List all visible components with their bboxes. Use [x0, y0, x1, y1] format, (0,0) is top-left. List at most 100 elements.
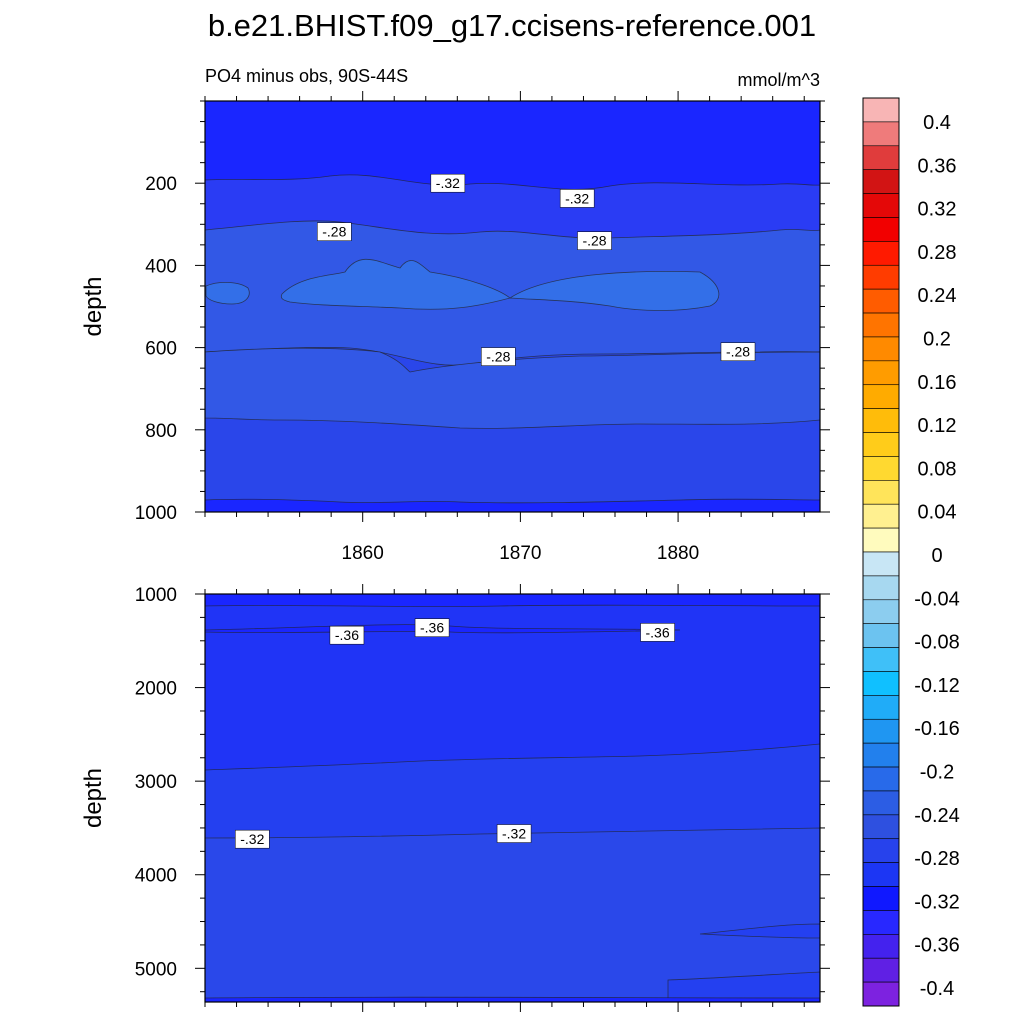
- colorbar-swatch: [862, 599, 900, 624]
- colorbar-swatch: [862, 862, 900, 887]
- colorbar-label: -0.04: [914, 588, 960, 610]
- colorbar: 0.4 0.36 0.32 0.28 0.24 0.2 0.16 0.12 0.08 0.04 0 -…: [862, 97, 960, 1007]
- chart-title: b.e21.BHIST.f09_g17.ccisens-reference.00…: [208, 8, 816, 43]
- colorbar-label: 0.4: [923, 112, 951, 134]
- contour-label: -.28: [317, 222, 352, 241]
- contour-label-text: -.28: [486, 349, 510, 365]
- contour-label-text: -.32: [565, 190, 589, 206]
- colorbar-swatch: [862, 934, 900, 959]
- panel-frame: [204, 593, 821, 1003]
- colorbar-swatch: [862, 575, 900, 601]
- y-tick-label: 800: [145, 421, 177, 442]
- contour-label-box: [559, 189, 595, 208]
- y-axis-label: depth: [80, 276, 107, 336]
- colorbar-label: 0.16: [918, 372, 957, 394]
- colorbar-swatch: [862, 527, 900, 553]
- colorbar-swatch: [862, 193, 900, 218]
- contour-label-text: -.32: [436, 175, 460, 191]
- colorbar-swatch: [862, 97, 900, 123]
- contour-label-text: -.36: [420, 620, 444, 636]
- colorbar-swatch: [862, 742, 900, 768]
- colorbar-swatch: [862, 790, 900, 816]
- colorbar-label: -0.4: [920, 978, 954, 1000]
- colorbar-swatch: [862, 456, 900, 481]
- colorbar-label: 0.24: [918, 285, 957, 307]
- colorbar-label: 0.12: [918, 415, 957, 437]
- colorbar-swatch: [862, 121, 900, 147]
- colorbar-swatch: [862, 503, 900, 529]
- lower-panel: 1000 2000 3000 4000 5000 depth -.36 -.36 -.36 -.3…: [80, 584, 830, 1012]
- y-tick-label: 1000: [135, 503, 177, 524]
- contour-label: -.36: [329, 625, 365, 645]
- contour-label-box: [720, 342, 756, 361]
- colorbar-swatch: [862, 957, 900, 983]
- contour-label-text: -.28: [322, 224, 346, 240]
- colorbar-label: 0: [931, 545, 942, 567]
- contour-label-text: -.36: [335, 627, 359, 643]
- colorbar-label: -0.28: [914, 848, 960, 870]
- contour-label-text: -.32: [240, 831, 264, 847]
- contour-label: -.32: [496, 824, 532, 843]
- colorbar-swatch: [862, 312, 900, 338]
- colorbar-swatch: [862, 551, 900, 577]
- y-tick-label: 600: [145, 339, 177, 360]
- contour-label-box: [329, 625, 365, 645]
- colorbar-swatch: [862, 241, 900, 266]
- colorbar-label: -0.32: [914, 891, 960, 913]
- colorbar-swatch: [862, 264, 900, 290]
- colorbar-label: 0.28: [918, 242, 957, 264]
- colorbar-swatch: [862, 336, 900, 362]
- y-tick-label: 200: [145, 174, 177, 195]
- colorbar-swatch: [862, 408, 900, 433]
- colorbar-label: -0.08: [914, 632, 960, 654]
- colorbar-swatch: [862, 814, 900, 840]
- contour-label-box: [577, 231, 612, 250]
- colorbar-swatch: [862, 169, 900, 194]
- colorbar-swatch: [862, 647, 900, 672]
- x-tick-label: 1860: [342, 543, 384, 564]
- fill-region-bottom: [204, 996, 821, 1003]
- contour-label: -.28: [577, 231, 612, 250]
- colorbar-swatch: [862, 360, 900, 386]
- x-tick-label: 1880: [657, 543, 699, 564]
- colorbar-label: -0.16: [914, 718, 960, 740]
- colorbar-swatch: [862, 695, 900, 720]
- y-tick-label: 2000: [135, 679, 177, 700]
- colorbar-swatch: [862, 288, 900, 314]
- colorbar-label: -0.36: [914, 935, 960, 957]
- colorbar-label: 0.08: [918, 458, 957, 480]
- colorbar-swatch: [862, 981, 900, 1007]
- colorbar-swatch: [862, 384, 900, 409]
- y-axis-label: depth: [80, 768, 107, 828]
- colorbar-swatch: [862, 718, 900, 744]
- contour-label: -.32: [430, 173, 466, 193]
- colorbar-label: 0.04: [918, 502, 957, 524]
- contour-label-text: -.28: [726, 344, 750, 360]
- y-tick-label: 5000: [135, 959, 177, 980]
- contour-label-box: [496, 824, 532, 843]
- y-tick-label: 1000: [135, 585, 177, 606]
- contour-label-box: [430, 173, 466, 193]
- contour-label-box: [640, 623, 675, 642]
- colorbar-swatch: [862, 217, 900, 242]
- contour-label: -.32: [559, 189, 595, 208]
- colorbar-swatch: [862, 623, 900, 648]
- contour-label-box: [481, 347, 516, 366]
- x-tick-label: 1870: [499, 543, 541, 564]
- upper-panel: 200 400 600 800 1000 depth -.32 -.32 -.28 -.28 -.2…: [80, 91, 830, 564]
- y-tick-label: 4000: [135, 866, 177, 887]
- colorbar-frame: [862, 97, 900, 1007]
- y-tick-label: 400: [145, 256, 177, 277]
- fill-region-core-left: [205, 282, 250, 305]
- colorbar-label: -0.2: [920, 762, 954, 784]
- colorbar-swatch: [862, 145, 900, 170]
- colorbar-label: -0.12: [914, 675, 960, 697]
- colorbar-swatch: [862, 838, 900, 863]
- colorbar-label: 0.36: [918, 155, 957, 177]
- subtitle-left: PO4 minus obs, 90S-44S: [205, 66, 408, 86]
- colorbar-label: 0.32: [918, 199, 957, 221]
- colorbar-swatch: [862, 480, 900, 505]
- contour-label: -.28: [720, 342, 756, 361]
- colorbar-swatch: [862, 432, 900, 457]
